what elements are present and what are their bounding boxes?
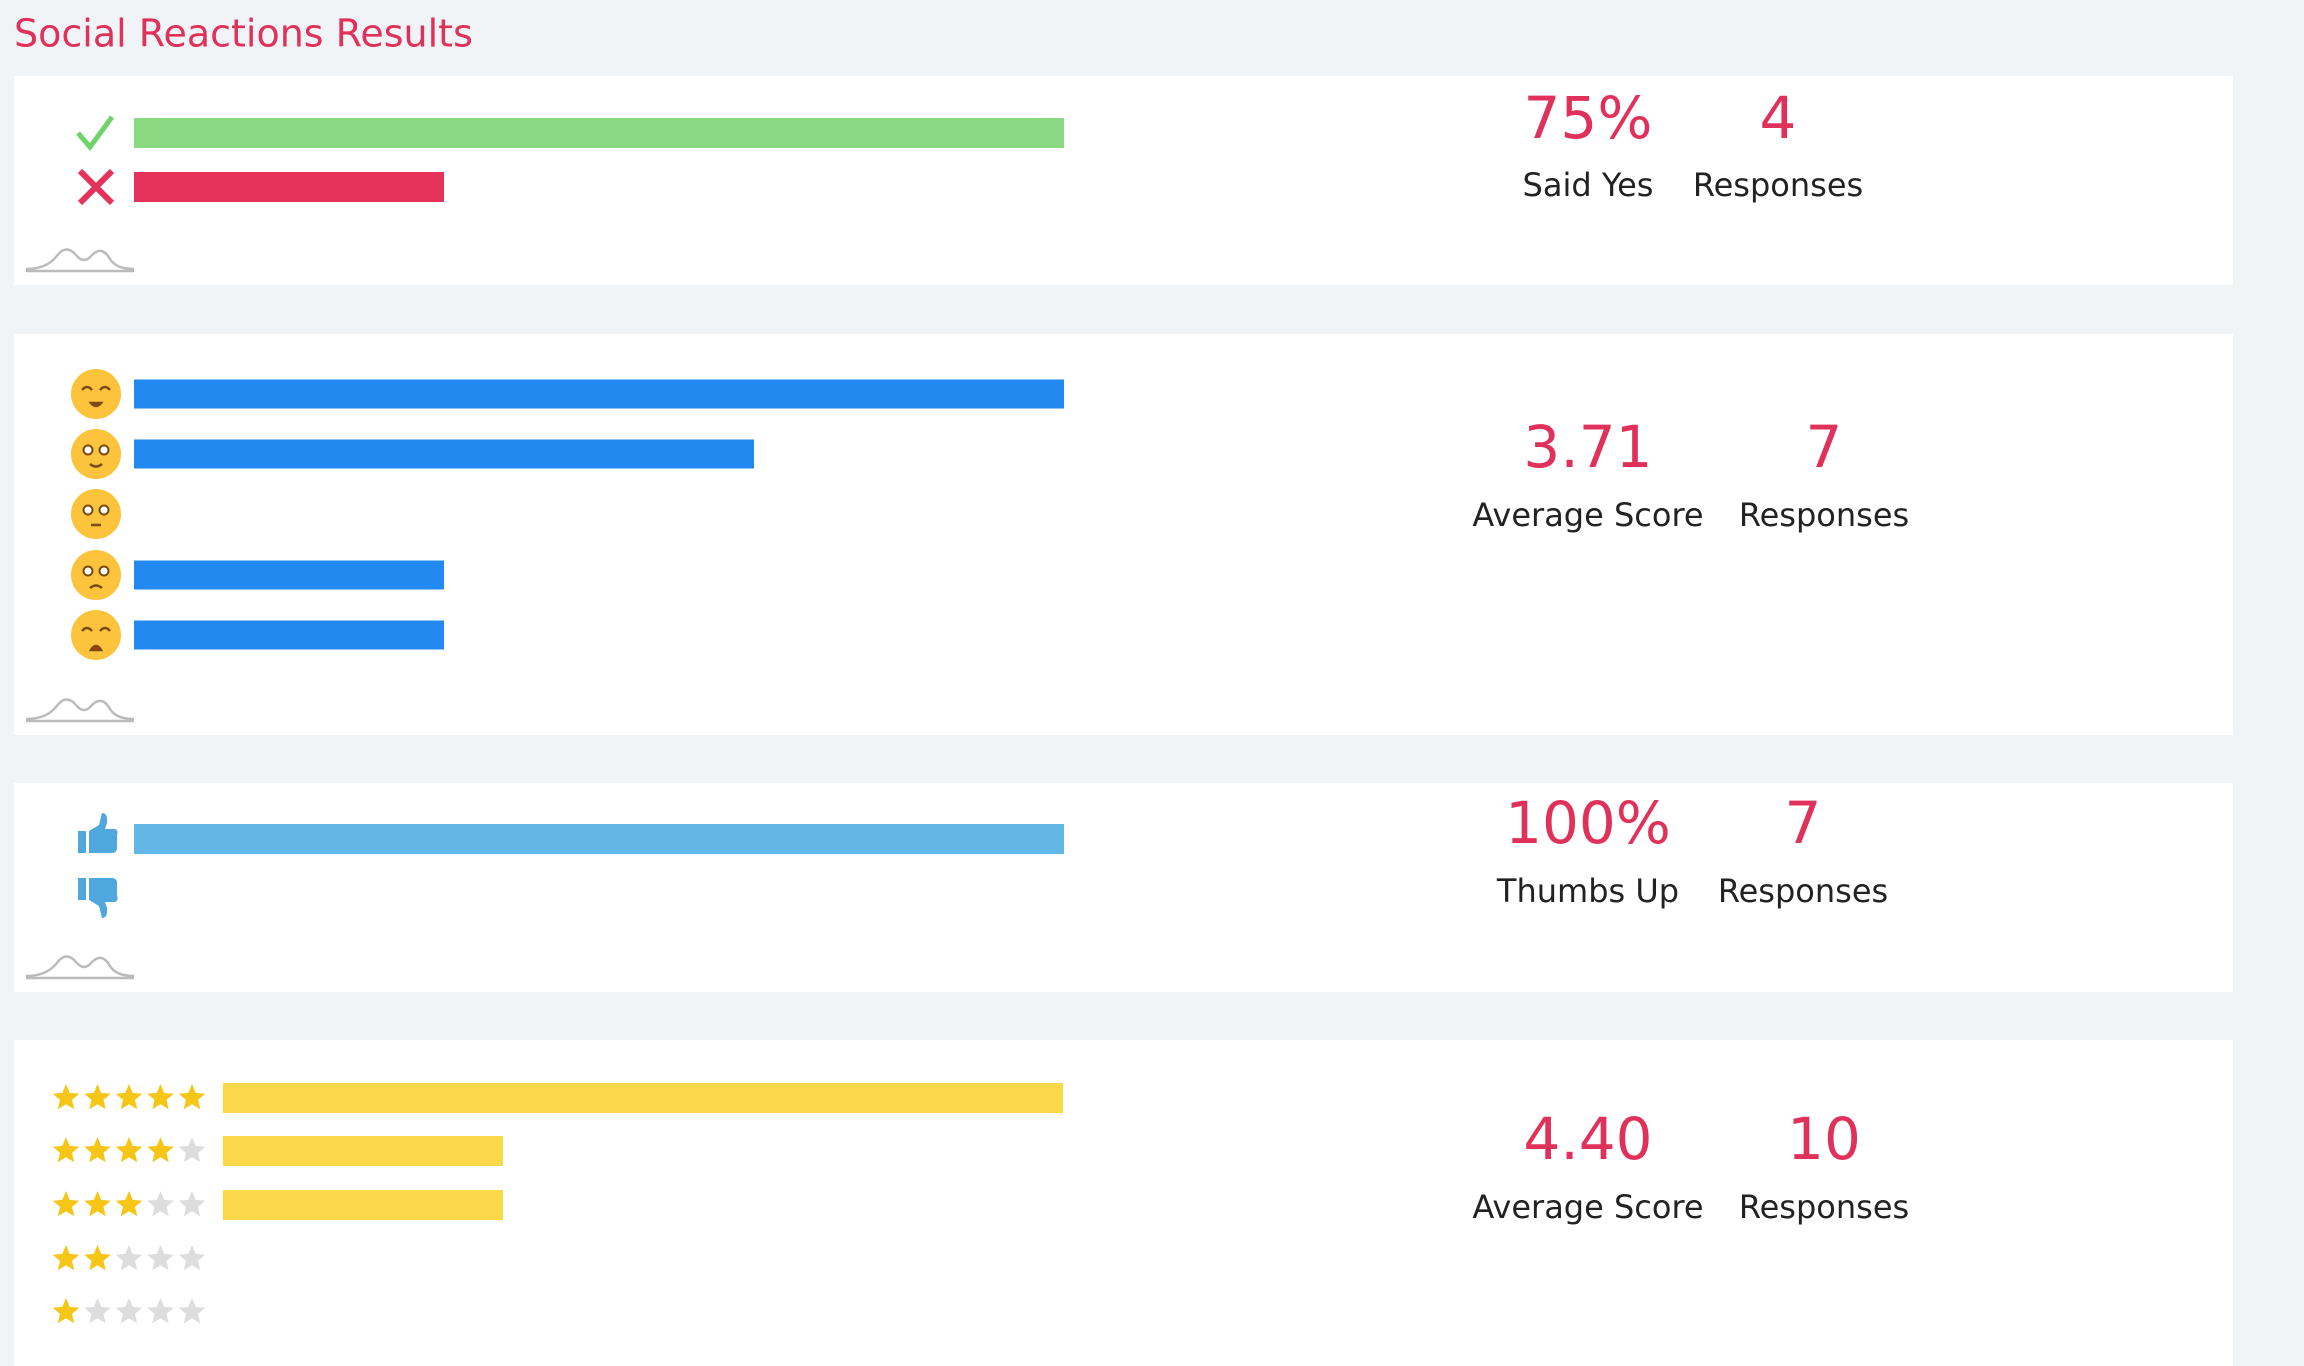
star: [115, 1245, 143, 1271]
trend-icon: [25, 698, 135, 723]
row-icon: [71, 369, 121, 419]
emoji-eye: [82, 504, 94, 516]
thumb-cuff: [78, 831, 86, 853]
star: [84, 1137, 111, 1163]
stat-value: 10: [1787, 1105, 1861, 1173]
panel: [14, 783, 2233, 992]
thumb-up: [89, 813, 118, 853]
star: [84, 1298, 111, 1324]
bar: [134, 172, 444, 202]
page-title: Social Reactions Results: [14, 12, 473, 56]
cross-icon: [77, 168, 115, 206]
star: [52, 1245, 80, 1271]
stat-value: 4: [1760, 84, 1797, 152]
star: [84, 1191, 111, 1217]
emoji-mouth: [88, 644, 104, 652]
star: [178, 1137, 206, 1163]
stat-value: 75%: [1524, 84, 1653, 152]
star: [52, 1137, 80, 1163]
bar: [134, 620, 444, 650]
stat-label: Thumbs Up: [1496, 872, 1679, 910]
bar: [134, 379, 1064, 409]
star: [178, 1084, 206, 1110]
row-icon: [71, 550, 121, 600]
thumb-down: [89, 878, 118, 918]
stat-value: 7: [1806, 413, 1843, 481]
stat-label: Responses: [1739, 496, 1909, 534]
stat-value: 100%: [1505, 789, 1671, 857]
emoji-face: [71, 550, 121, 600]
emoji-mouth: [88, 401, 104, 408]
star: [84, 1084, 111, 1110]
emoji-eye: [98, 444, 110, 456]
star: [178, 1245, 206, 1271]
row-icon: [71, 489, 121, 539]
star: [178, 1191, 206, 1217]
star: [147, 1084, 174, 1110]
star: [84, 1245, 111, 1271]
star: [115, 1084, 143, 1110]
trend-icon: [25, 955, 135, 980]
emoji-eyes: [81, 626, 111, 632]
row-icon: [77, 168, 115, 206]
emoji-eye: [82, 444, 94, 456]
check-icon: [76, 115, 115, 152]
stat-value: 3.71: [1523, 413, 1652, 481]
emoji-mouth: [89, 584, 103, 590]
bar: [223, 1190, 503, 1220]
row-icon: [76, 115, 115, 152]
emoji-face: [71, 429, 121, 479]
trend-icon: [25, 248, 135, 273]
star: [147, 1191, 174, 1217]
bar: [223, 1083, 1063, 1113]
stat-label: Said Yes: [1523, 166, 1654, 204]
emoji-eye: [82, 565, 94, 577]
emoji-mouth: [89, 462, 103, 468]
stat-value: 4.40: [1523, 1105, 1652, 1173]
stat-label: Responses: [1739, 1188, 1909, 1226]
emoji-eyes: [81, 385, 111, 391]
bar: [134, 118, 1064, 148]
star: [115, 1298, 143, 1324]
star: [147, 1298, 174, 1324]
row-icon: [52, 1191, 206, 1217]
stat-label: Average Score: [1472, 1188, 1703, 1226]
row-icon: [52, 1137, 206, 1163]
bar: [223, 1136, 503, 1166]
row-icon: [71, 429, 121, 479]
bar: [134, 560, 444, 590]
stat-label: Responses: [1718, 872, 1888, 910]
star: [115, 1137, 143, 1163]
row-icon: [52, 1298, 206, 1324]
star: [178, 1298, 206, 1324]
thumb-cuff: [78, 878, 86, 900]
star: [52, 1084, 80, 1110]
star: [147, 1137, 174, 1163]
emoji-eye: [98, 504, 110, 516]
star: [52, 1191, 80, 1217]
emoji-face: [71, 489, 121, 539]
row-icon: [78, 813, 118, 853]
emoji-eye: [98, 565, 110, 577]
row-icon: [71, 610, 121, 660]
row-icon: [52, 1084, 206, 1110]
row-icon: [52, 1245, 206, 1271]
star: [52, 1298, 80, 1324]
bar: [134, 824, 1064, 854]
star: [115, 1191, 143, 1217]
stat-value: 7: [1785, 789, 1822, 857]
emoji-face: [71, 610, 121, 660]
emoji-face: [71, 369, 121, 419]
stat-label: Responses: [1693, 166, 1863, 204]
row-icon: [78, 878, 118, 918]
stat-label: Average Score: [1472, 496, 1703, 534]
star: [147, 1245, 174, 1271]
bar: [134, 439, 754, 469]
